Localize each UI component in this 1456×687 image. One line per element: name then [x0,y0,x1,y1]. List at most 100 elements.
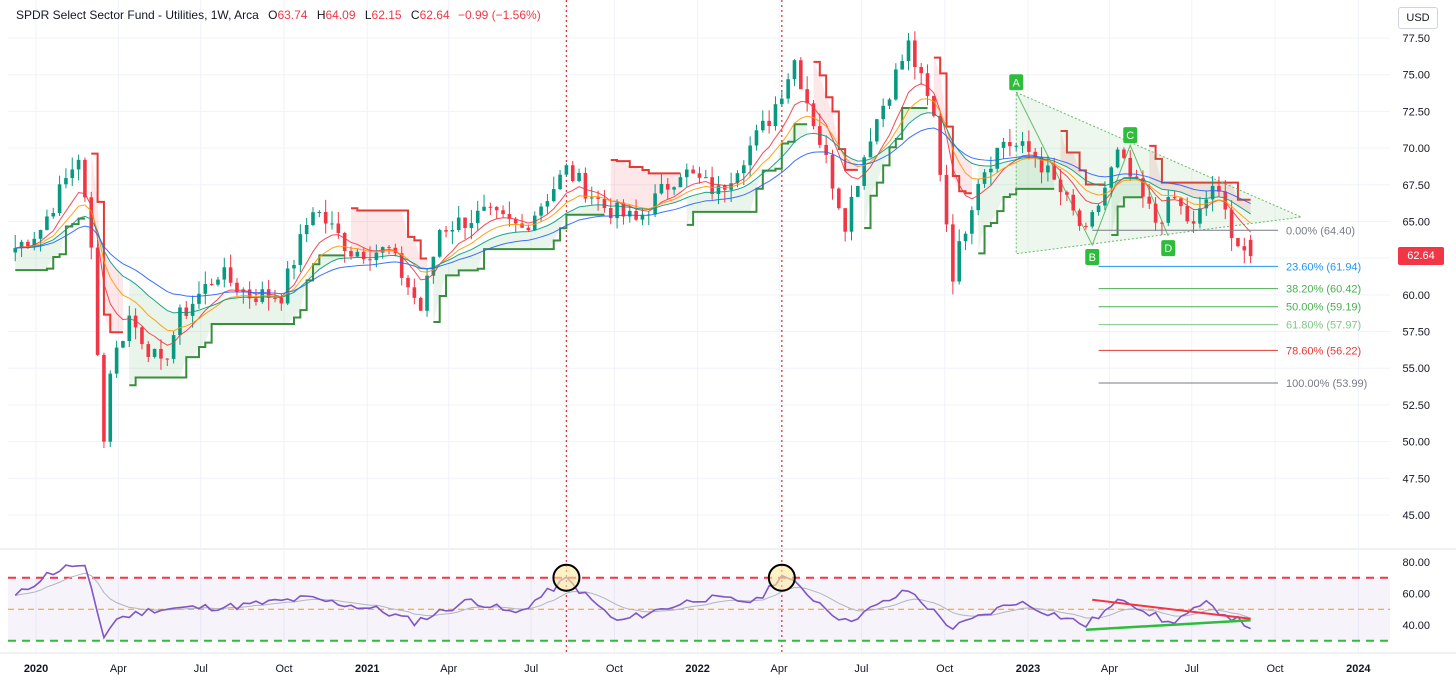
pattern-point-label: A [1013,77,1021,89]
candle-body [925,73,930,96]
candle-body [659,183,664,194]
candle-body [577,172,581,182]
candle-body [228,267,233,283]
change-value: −0.99 (−1.56%) [457,8,541,22]
candle-body [741,165,746,174]
candle-body [761,120,765,131]
candle-body [558,174,562,190]
candle-body [247,289,252,299]
candle-body [425,275,429,311]
candle-body [463,217,467,228]
candle-body [399,253,404,278]
candle-body [716,185,721,194]
candle-body [1185,206,1190,222]
candle-body [507,214,512,219]
candle-body [83,159,87,198]
time-tick-label: Jul [524,663,538,675]
candle-body [76,159,81,170]
rsi-panel[interactable] [8,563,1390,642]
candle-body [298,234,303,265]
candle-body [95,247,100,355]
rsi-peak-circle [552,563,581,592]
ma-mid-line [15,98,1251,332]
rsi-tick-label: 60.00 [1402,589,1430,601]
time-tick-label: 2024 [1346,663,1371,675]
candle-body [1020,141,1025,146]
chart-legend: SPDR Select Sector Fund - Utilities, 1W,… [16,8,541,22]
candle-body [406,277,410,288]
candle-body [1147,196,1152,204]
candle-body [51,212,56,217]
stop-line-red [813,60,858,171]
fibonacci-retracement[interactable]: 0.00% (64.40) 23.60% (61.94) 38.20% (60.42… [1092,225,1367,390]
candle-body [849,196,854,232]
candle-body [133,315,138,328]
rsi-peak-circle [767,563,796,592]
candle-body [1128,157,1133,177]
candle-body [843,208,847,232]
candle-body [913,40,917,68]
candle-body [976,183,981,211]
fib-level-label: 100.00% (53.99) [1286,378,1367,390]
candle-body [684,169,689,178]
candle-body [1217,185,1221,192]
candle-body [830,154,835,189]
candle-body [1242,246,1247,251]
candle-body [437,230,442,257]
candle-body [450,230,455,232]
abcd-pattern [1015,91,1304,255]
stop-fill-area [978,157,1055,254]
candle-body [1115,149,1120,168]
currency-selector[interactable]: USD [1398,7,1438,29]
candle-body [1052,165,1057,180]
candle-body [64,178,68,185]
candle-body [501,210,505,215]
vertical-event-markers [565,0,783,652]
price-tick-label: 50.00 [1402,437,1430,449]
candle-body [665,183,670,190]
time-tick-label: Oct [1266,663,1283,675]
candle-body [1027,141,1031,152]
low-label: L [364,8,372,22]
high-value: 64.09 [325,8,356,22]
candle-body [57,184,62,213]
candle-body [1160,222,1164,224]
candle-body [32,238,37,247]
candle-body [108,373,113,442]
candle-body [868,141,873,158]
candle-body [89,197,94,248]
candle-body [165,358,170,360]
candle-body [1210,185,1215,200]
time-tick-label: Apr [1101,663,1118,675]
candle-body [368,259,372,261]
candle-body [627,210,632,217]
candle-body [697,173,702,178]
stop-line-green [15,217,85,272]
candle-body [963,233,968,242]
candle-body [887,99,892,106]
candlestick-series[interactable] [13,31,1253,449]
candle-body [621,202,626,217]
candle-body [653,193,657,215]
candle-body [285,268,290,304]
candle-body [102,354,106,442]
candle-body [811,103,816,127]
candle-body [1179,198,1183,207]
candle-body [197,293,201,304]
candle-body [589,197,594,199]
stop-fill-area [813,61,858,170]
candle-body [254,298,258,302]
candle-body [190,303,195,316]
high-label: H [316,8,326,22]
price-tick-label: 75.00 [1402,70,1430,82]
candle-body [203,283,208,294]
candle-body [951,224,955,282]
candle-body [881,105,885,120]
candle-body [1014,145,1019,147]
stop-line-green [978,187,1055,255]
price-tick-label: 72.50 [1402,106,1430,118]
price-tick-label: 52.50 [1402,400,1430,412]
candle-body [748,145,752,166]
candle-body [1077,210,1082,226]
